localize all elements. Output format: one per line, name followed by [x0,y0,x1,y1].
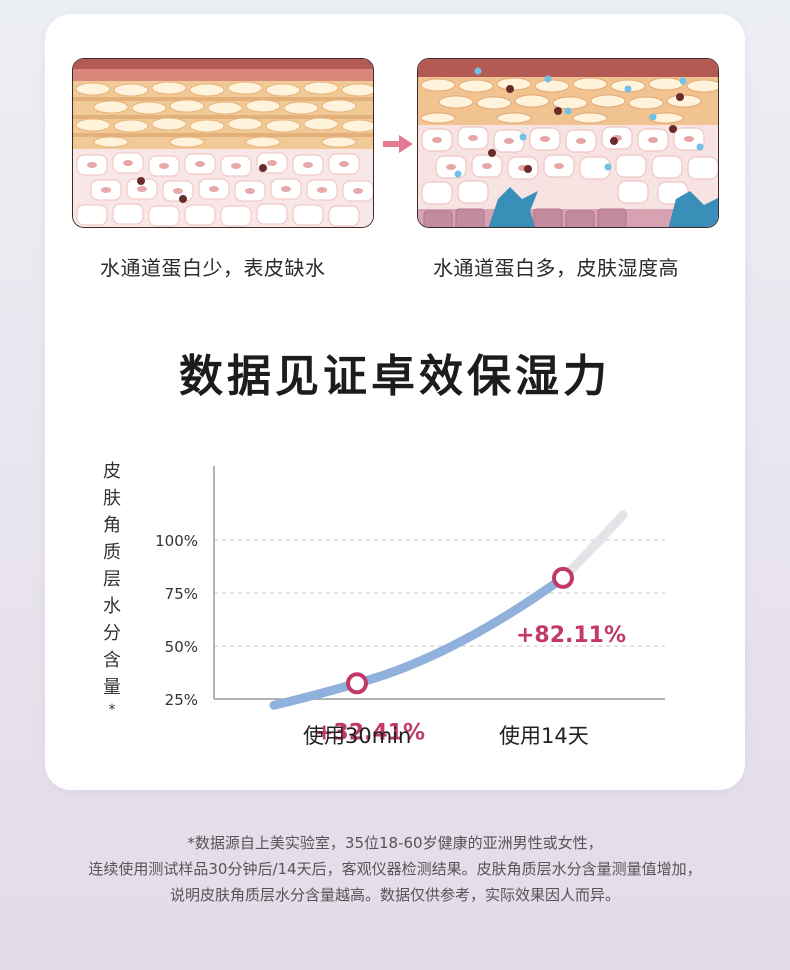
footnote-line: 连续使用测试样品30分钟后/14天后，客观仪器检测结果。皮肤角质层水分含量测量值… [88,860,702,878]
y-axis-label-char: 量 [103,677,121,698]
y-axis-label-char: 含 [103,650,121,671]
y-tick-label: 100% [155,532,198,550]
data-point-marker [346,672,368,695]
page-headline: 数据见证卓效保湿力 [179,351,611,402]
y-axis-label-char: 肤 [103,488,121,509]
hydrated-skin-illustration [417,58,719,228]
series-line [269,573,568,710]
y-axis-label-char: 水 [103,596,121,617]
y-axis-label-char: 皮 [103,461,121,482]
footnote-line: *数据源自上美实验室，35位18-60岁健康的亚洲男性或女性， [187,834,603,852]
x-tick-label: 使用30min [303,724,412,748]
dry-skin-caption: 水通道蛋白少，表皮缺水 [100,256,326,280]
y-axis-label: 皮 肤 角 质 层 水 分 含 量 * [99,458,125,719]
y-axis-label-char: 层 [103,569,121,590]
arrow-right-icon [383,135,413,153]
y-axis-label-char: 分 [103,623,121,644]
y-tick-label: 50% [165,638,198,656]
y-tick-label: 75% [165,585,198,603]
dry-skin-illustration [72,58,374,228]
x-tick-label: 使用14天 [499,724,589,748]
footnote: *数据源自上美实验室，35位18-60岁健康的亚洲男性或女性， 连续使用测试样品… [0,830,790,908]
data-point-marker [552,566,574,589]
data-label: +82.11% [516,623,626,648]
footnote-line: 说明皮肤角质层水分含量越高。数据仅供参考，实际效果因人而异。 [169,886,620,904]
y-axis-label-footnote-mark: * [108,702,116,718]
y-axis-label-char: 质 [103,542,121,563]
hydrated-skin-caption: 水通道蛋白多，皮肤湿度高 [433,256,679,280]
data-label: +32.41% [315,720,425,745]
series-line-extension [558,510,628,583]
y-axis-label-char: 角 [103,515,121,536]
y-tick-label: 25% [165,691,198,709]
